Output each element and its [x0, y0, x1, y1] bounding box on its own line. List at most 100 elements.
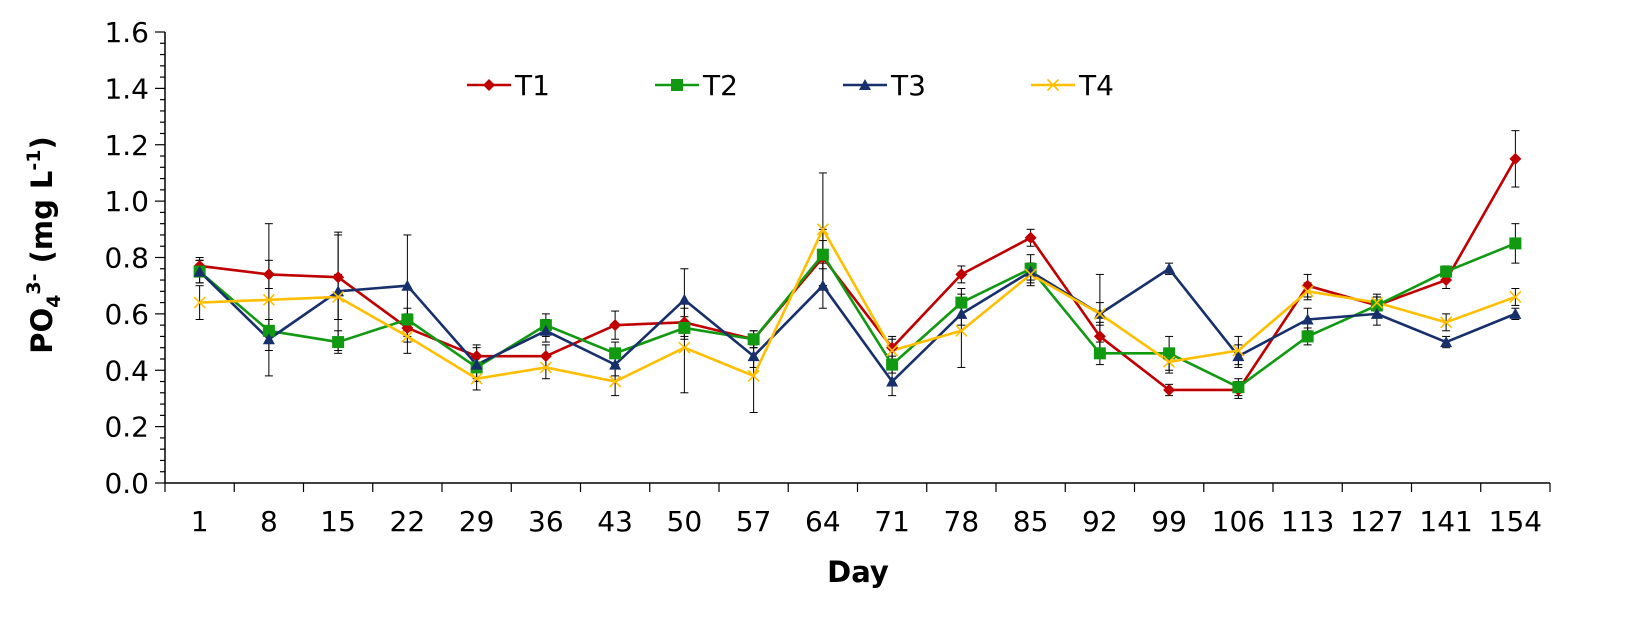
- data-point-t3: [1370, 307, 1383, 319]
- y-tick-label: 1.4: [104, 72, 149, 105]
- error-bars: [195, 130, 1520, 414]
- data-point-t4: [1509, 290, 1522, 304]
- legend-marker-t1: [483, 79, 495, 91]
- y-tick-label: 0.8: [104, 242, 149, 275]
- x-tick-label: 43: [597, 505, 633, 538]
- x-tick-label: 64: [805, 505, 841, 538]
- data-point-t3: [609, 358, 622, 370]
- data-point-t4: [1370, 296, 1383, 309]
- markers: [193, 152, 1522, 396]
- data-point-t2: [1093, 347, 1106, 360]
- x-tick-label: 99: [1151, 505, 1187, 538]
- series-line-t1: [199, 158, 1517, 392]
- legend-label-t3: T3: [890, 69, 926, 102]
- data-point-t2: [1301, 330, 1314, 343]
- x-tick-label: 141: [1419, 505, 1472, 538]
- x-tick-label: 36: [528, 505, 564, 538]
- data-point-t1: [1024, 231, 1037, 244]
- data-point-t2: [678, 321, 691, 334]
- legend-item-t1: T1: [467, 69, 550, 102]
- x-tick-label: 1: [191, 505, 209, 538]
- data-point-t3: [678, 293, 691, 305]
- data-point-t4: [1024, 268, 1037, 281]
- legend-marker-t4: [1046, 78, 1060, 92]
- data-point-t3: [539, 324, 552, 336]
- data-point-t2: [401, 313, 414, 326]
- x-tick-label: 154: [1489, 505, 1542, 538]
- data-point-t4: [193, 296, 206, 309]
- data-point-t2: [1232, 381, 1245, 394]
- data-point-t2: [816, 248, 829, 261]
- data-point-t1: [262, 268, 275, 281]
- y-tick-label: 1.6: [104, 16, 149, 49]
- data-point-t2: [1370, 299, 1383, 312]
- x-tick-label: 113: [1281, 505, 1334, 538]
- data-point-t3: [401, 279, 414, 291]
- x-tick-label: 106: [1212, 505, 1265, 538]
- legend-label-t2: T2: [702, 69, 738, 102]
- data-point-t1: [332, 271, 345, 284]
- data-point-t4: [539, 361, 552, 374]
- data-point-t2: [955, 296, 968, 309]
- data-point-t1: [1093, 330, 1106, 343]
- legend-item-t3: T3: [843, 69, 926, 102]
- data-point-t3: [1163, 262, 1176, 274]
- data-point-t3: [1301, 313, 1314, 325]
- data-point-t2: [1509, 237, 1522, 250]
- y-tick-label: 0.0: [104, 467, 149, 500]
- axes: 0.0 0.2 0.4 0.6 0.8 1.0 1.2 1.4 1.6 1 8 15 22 29 36 43 5…: [104, 16, 1551, 538]
- data-point-t2: [886, 358, 899, 371]
- data-point-t4: [816, 223, 829, 236]
- series-line-t3: [198, 267, 1516, 383]
- y-axis-title: PO43- (mg L-1): [23, 136, 65, 354]
- data-point-t3: [1440, 336, 1453, 348]
- x-axis-title: Day: [827, 555, 889, 589]
- data-point-t3: [886, 375, 899, 387]
- data-point-t4: [1440, 316, 1453, 329]
- legend-label-t1: T1: [514, 69, 550, 102]
- y-tick-label: 0.4: [104, 354, 149, 387]
- data-point-t1: [1509, 152, 1522, 165]
- data-point-t2: [609, 347, 622, 360]
- data-point-t2: [747, 333, 760, 346]
- data-point-t4: [886, 344, 899, 357]
- data-point-t2: [332, 336, 345, 349]
- x-tick-label: 71: [874, 505, 910, 538]
- data-point-t1: [886, 341, 899, 354]
- x-tick-label: 92: [1082, 505, 1118, 538]
- legend-marker-t2: [671, 79, 683, 91]
- x-tick-label: 127: [1350, 505, 1403, 538]
- x-tick-label: 50: [667, 505, 703, 538]
- data-point-t1: [470, 350, 483, 363]
- data-point-t4: [401, 330, 414, 343]
- legend-item-t4: T4: [1031, 69, 1114, 102]
- data-point-t1: [609, 319, 622, 332]
- data-point-t4: [1163, 355, 1176, 368]
- x-tick-label: 22: [390, 505, 426, 538]
- data-point-t3: [816, 279, 829, 291]
- y-tick-label: 1.2: [104, 129, 149, 162]
- data-point-t3: [1509, 307, 1522, 319]
- data-point-t4: [747, 369, 760, 382]
- x-tick-label: 29: [459, 505, 495, 538]
- data-point-t4: [1093, 307, 1106, 320]
- x-tick-label: 57: [736, 505, 772, 538]
- series-line-t4: [199, 228, 1516, 383]
- x-tick-label: 8: [260, 505, 278, 538]
- data-point-t4: [955, 324, 968, 337]
- data-point-t1: [539, 350, 552, 363]
- data-point-t3: [262, 333, 275, 345]
- legend: T1 T2 T3 T4: [467, 69, 1114, 102]
- data-point-t4: [1301, 285, 1314, 298]
- data-point-t3: [1024, 265, 1037, 277]
- series-line-t2: [198, 242, 1516, 389]
- legend-marker-t3: [859, 79, 871, 90]
- data-point-t4: [470, 372, 483, 385]
- data-point-t1: [955, 268, 968, 281]
- data-point-t3: [1232, 350, 1245, 362]
- data-point-t4: [1232, 344, 1245, 357]
- data-point-t1: [1163, 383, 1176, 396]
- data-point-t3: [747, 350, 760, 362]
- data-point-t3: [955, 307, 968, 319]
